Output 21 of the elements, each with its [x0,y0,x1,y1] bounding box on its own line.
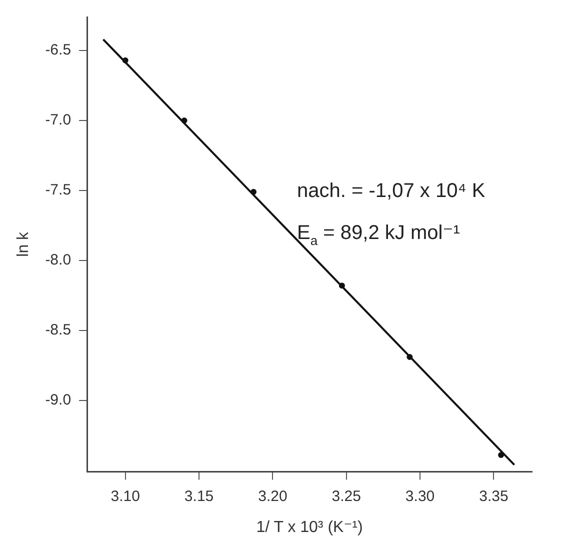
x-tick-label: 3.30 [405,488,435,505]
point [498,452,504,458]
point [406,354,413,360]
x-tick-label: 3.10 [110,488,140,505]
y-tick-label: -7.0 [45,112,72,129]
x-tick-label: 3.15 [184,488,214,505]
y-tick-label: -6.5 [45,42,72,59]
y-tick-label: -9.0 [45,392,72,409]
point [122,57,128,64]
x-tick-label: 3.20 [258,488,288,505]
annotation: nach. = -1,07 x 10⁴ K [297,180,486,202]
x-tick-label: 3.35 [479,488,508,505]
y-axis-title: ln k [15,230,32,257]
point [338,282,345,289]
y-tick-label: -7.5 [45,182,72,199]
point [181,118,188,124]
point [250,188,257,195]
x-tick-label: 3.25 [332,488,361,505]
x-axis-title: 1/ T x 10³ (K⁻¹) [256,518,363,536]
y-tick-label: -8.0 [45,252,72,269]
y-tick-label: -8.5 [45,322,72,339]
